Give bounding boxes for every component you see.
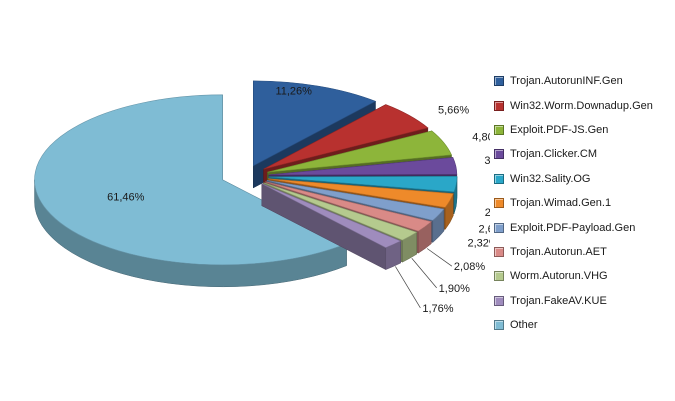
pie-slice-top [34,94,348,266]
legend-swatch [494,222,504,233]
slice-label: 5,66% [438,105,469,117]
legend-swatch [494,320,504,331]
legend: Trojan.AutorunINF.Gen Win32.Worm.Downadup… [494,69,672,337]
legend-item: Trojan.Wimad.Gen.1 [494,191,672,215]
slice-label: 4,80% [472,132,490,144]
legend-item: Exploit.PDF-Payload.Gen [494,215,672,239]
slice-label: 2,32% [467,238,490,250]
legend-item: Win32.Sality.OG [494,167,672,191]
legend-label: Trojan.AutorunINF.Gen [510,75,623,88]
slice-label-leader [411,258,437,289]
legend-swatch [494,295,504,306]
legend-item: Win32.Worm.Downadup.Gen [494,93,672,117]
legend-label: Exploit.PDF-JS.Gen [510,123,609,136]
legend-swatch [494,124,504,135]
legend-item: Trojan.Clicker.CM [494,142,672,166]
slice-label-leader [426,248,453,267]
legend-item: Exploit.PDF-JS.Gen [494,118,672,142]
legend-swatch [494,173,504,184]
pie-slice-top [268,176,458,193]
slice-label: 1,90% [439,283,470,295]
legend-label: Trojan.Wimad.Gen.1 [510,197,612,210]
slice-label: 2,08% [454,261,485,273]
pie-slice-top [253,80,377,167]
legend-swatch [494,149,504,160]
legend-swatch [494,246,504,257]
legend-label: Win32.Sality.OG [510,172,591,185]
pie-slice-10 [34,94,348,288]
pie-slice-top [266,180,445,221]
legend-item: Trojan.AutorunINF.Gen [494,69,672,93]
slice-label: 2,68% [478,223,490,235]
legend-label: Worm.Autorun.VHG [510,270,608,283]
legend-label: Trojan.Clicker.CM [510,148,597,161]
legend-label: Other [510,319,538,332]
legend-label: Exploit.PDF-Payload.Gen [510,221,636,234]
legend-swatch [494,271,504,282]
pie-slice-top [263,182,418,241]
slice-label: 61,46% [107,191,145,203]
legend-swatch [494,76,504,87]
pie-chart: 11,26% 5,66% 4,80% 3,18% 2,90% 2,68% 2,32% 2,08… [34,80,490,315]
slice-label: 11,26% [275,85,312,97]
legend-item: Trojan.Autorun.AET [494,240,672,264]
legend-label: Trojan.Autorun.AET [510,245,607,258]
pie-slice-top [263,104,429,170]
legend-item: Other [494,313,672,337]
slice-label: 1,76% [422,303,453,315]
legend-label: Win32.Worm.Downadup.Gen [510,99,653,112]
pie-slice-top [267,130,452,173]
legend-swatch [494,198,504,209]
slice-label-leader [395,266,421,309]
legend-item: Trojan.FakeAV.KUE [494,289,672,313]
legend-label: Trojan.FakeAV.KUE [510,294,607,307]
legend-item: Worm.Autorun.VHG [494,264,672,288]
pie-slice-top [265,181,432,232]
pie-slice-top [268,157,458,176]
slice-label: 3,18% [484,155,490,167]
legend-swatch [494,100,504,111]
pie-slice-top [261,183,402,248]
pie-slice-top [268,178,454,208]
pie-slice-9 [261,183,402,271]
slice-label: 2,90% [485,207,490,219]
